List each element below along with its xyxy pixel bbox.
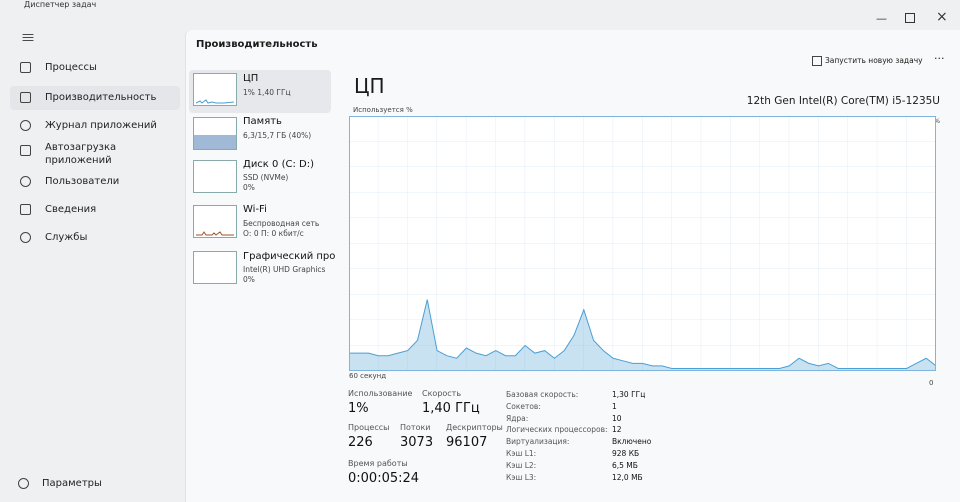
stat-label: Потоки: [400, 423, 431, 432]
cpu-chart: [349, 116, 936, 371]
settings-icon: [18, 478, 29, 489]
resource-value: 0%: [243, 183, 255, 192]
cpu-title: ЦП: [354, 74, 385, 98]
nav-selected-bg: [10, 86, 180, 110]
nav-icon: [20, 204, 31, 215]
stat-label: Скорость: [422, 389, 462, 398]
maximize-button[interactable]: [905, 13, 915, 23]
stat-label: Процессы: [348, 423, 390, 432]
spec-label: Логических процессоров:: [506, 425, 608, 435]
x-tick-label: 0: [929, 379, 934, 387]
spec-value: 12,0 МБ: [612, 472, 643, 482]
stat-label: Время работы: [348, 459, 408, 468]
minimize-button[interactable]: —: [876, 12, 887, 25]
cpu-line: [349, 299, 936, 369]
menu-button[interactable]: — — —: [22, 27, 34, 47]
page-header: Производительность: [196, 39, 318, 50]
settings-link[interactable]: Параметры: [42, 478, 102, 489]
stat-value: 226: [348, 435, 373, 450]
spec-label: Сокетов:: [506, 401, 541, 411]
resource-detail: Intel(R) UHD Graphics: [243, 265, 326, 274]
nav-item[interactable]: Службы: [45, 232, 88, 243]
stat-value: 1,40 ГГц: [422, 401, 480, 416]
resource-name[interactable]: ЦП: [243, 73, 259, 84]
resource-detail: SSD (NVMe): [243, 173, 289, 182]
nav-item[interactable]: Журнал приложений: [45, 120, 157, 131]
stat-value: 96107: [446, 435, 488, 450]
nav-item[interactable]: Пользователи: [45, 176, 120, 187]
resource-name[interactable]: Графический про: [243, 251, 336, 262]
resource-value: 0%: [243, 275, 255, 284]
thumbnail-line: [196, 231, 234, 236]
resource-detail: Беспроводная сеть: [243, 219, 320, 228]
stat-value: 1%: [348, 401, 369, 416]
cpu-thumbnail[interactable]: [193, 73, 237, 106]
cpu-area-fill: [349, 299, 936, 371]
spec-label: Ядра:: [506, 413, 529, 423]
nav-icon: [20, 120, 31, 131]
x-tick-label: 60 секунд: [349, 372, 387, 380]
memory-thumbnail[interactable]: [193, 117, 237, 150]
nav-item[interactable]: Автозагрузка приложений: [45, 142, 117, 166]
memory-fill: [194, 135, 236, 149]
stat-label: Дескрипторы: [446, 423, 503, 432]
spec-value: Включено: [612, 437, 652, 447]
nav-icon: [20, 62, 31, 73]
resource-name[interactable]: Wi-Fi: [243, 204, 267, 215]
more-button[interactable]: ···: [934, 52, 945, 65]
thumbnail-graph: [196, 231, 234, 236]
spec-value: 928 КБ: [612, 449, 640, 458]
spec-value: 1: [612, 401, 617, 411]
nav-icon: [20, 145, 31, 156]
nav-icon: [20, 92, 31, 103]
nav-item[interactable]: Сведения: [45, 204, 97, 215]
wifi-thumbnail[interactable]: [193, 205, 237, 238]
plot: [349, 116, 936, 371]
spec-label: Кэш L2:: [506, 460, 537, 470]
spec-label: Кэш L3:: [506, 472, 537, 482]
resource-detail: 1% 1,40 ГГц: [243, 88, 291, 97]
spec-value: 6,5 МБ: [612, 460, 638, 470]
spec-label: Виртуализация:: [506, 437, 570, 447]
resource-detail: 6,3/15,7 ГБ (40%): [243, 131, 312, 140]
window-title: Диспетчер задач: [24, 0, 97, 9]
spec-value: 1,30 ГГц: [612, 390, 646, 399]
nav-icon: [20, 176, 31, 187]
close-button[interactable]: ×: [936, 9, 948, 25]
nav-icon: [20, 232, 31, 243]
cpu-model: 12th Gen Intel(R) Core(TM) i5-1235U: [746, 95, 940, 107]
spec-label: Базовая скорость:: [506, 390, 579, 399]
nav-item[interactable]: Процессы: [45, 62, 97, 73]
chart-grid: [349, 116, 936, 371]
run-task-icon: [812, 56, 822, 66]
run-task-button[interactable]: Запустить новую задачу: [825, 56, 923, 65]
spec-value: 10: [612, 413, 622, 423]
spec-label: Кэш L1:: [506, 449, 537, 458]
thumbnail-graph: [195, 99, 235, 104]
y-axis-label: Используется %: [353, 106, 413, 114]
chart-border: [349, 116, 936, 371]
resource-name[interactable]: Диск 0 (C: D:): [243, 159, 314, 170]
spec-value: 12: [612, 425, 622, 435]
resource-value: О: 0 П: 0 кбит/с: [243, 229, 304, 238]
stat-value: 3073: [400, 435, 434, 450]
resource-name[interactable]: Память: [243, 116, 282, 127]
gpu-thumbnail[interactable]: [193, 251, 237, 284]
disk-thumbnail[interactable]: [193, 160, 237, 193]
nav-item[interactable]: Производительность: [45, 92, 157, 103]
stat-label: Использование: [348, 389, 413, 398]
thumbnail-line: [195, 99, 235, 104]
stat-value: 0:00:05:24: [348, 471, 420, 486]
